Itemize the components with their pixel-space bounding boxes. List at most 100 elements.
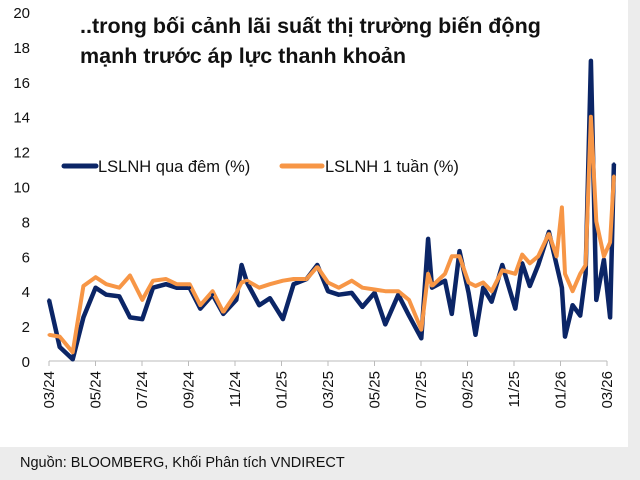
x-tick-label: 01/26 — [553, 371, 570, 409]
point-1week — [104, 282, 108, 286]
point-1week — [81, 284, 85, 288]
point-1week — [578, 272, 582, 276]
point-1week — [443, 272, 447, 276]
point-overnight — [474, 333, 478, 337]
point-1week — [513, 272, 517, 276]
y-tick-label: 4 — [22, 284, 30, 301]
right-margin-band — [628, 0, 640, 480]
point-overnight — [281, 317, 285, 321]
point-overnight — [571, 303, 575, 307]
point-overnight — [360, 305, 364, 309]
point-overnight — [407, 314, 411, 318]
point-overnight — [536, 263, 540, 267]
point-overnight — [419, 336, 423, 340]
point-overnight — [117, 294, 121, 298]
point-1week — [528, 261, 532, 265]
point-overnight — [594, 298, 598, 302]
point-1week — [407, 298, 411, 302]
point-1week — [450, 254, 454, 258]
point-overnight — [602, 258, 606, 262]
legend-label-1week: LSLNH 1 tuần (%) — [325, 158, 459, 176]
point-overnight — [396, 293, 400, 297]
point-1week — [563, 272, 567, 276]
point-1week — [426, 272, 430, 276]
point-overnight — [47, 298, 51, 302]
point-1week — [612, 174, 616, 178]
point-1week — [71, 350, 75, 354]
point-1week — [474, 284, 478, 288]
point-overnight — [450, 312, 454, 316]
x-tick-label: 03/24 — [41, 371, 58, 409]
x-tick-label: 07/24 — [134, 371, 151, 409]
point-1week — [350, 279, 354, 283]
point-1week — [292, 277, 296, 281]
point-1week — [536, 254, 540, 258]
y-tick-label: 8 — [22, 214, 30, 231]
point-overnight — [58, 345, 62, 349]
legend-label-overnight: LSLNH qua đêm (%) — [98, 158, 250, 176]
point-1week — [151, 279, 155, 283]
y-tick-label: 10 — [13, 180, 30, 197]
point-1week — [140, 298, 144, 302]
point-1week — [315, 265, 319, 269]
y-tick-label: 20 — [13, 5, 30, 22]
y-tick-label: 12 — [13, 145, 30, 162]
point-1week — [234, 291, 238, 295]
point-overnight — [257, 303, 261, 307]
point-overnight — [337, 293, 341, 297]
point-1week — [555, 254, 559, 258]
point-overnight — [500, 263, 504, 267]
point-1week — [117, 286, 121, 290]
point-1week — [467, 280, 471, 284]
point-overnight — [560, 286, 564, 290]
point-1week — [175, 282, 179, 286]
point-1week — [221, 310, 225, 314]
x-tick-label: 09/24 — [181, 371, 198, 409]
point-overnight — [81, 315, 85, 319]
y-tick-label: 14 — [13, 110, 30, 127]
point-1week — [589, 115, 593, 119]
point-overnight — [198, 307, 202, 311]
point-overnight — [350, 291, 354, 295]
point-1week — [594, 219, 598, 223]
point-overnight — [128, 315, 132, 319]
legend: LSLNH qua đêm (%) LSLNH 1 tuần (%) — [61, 158, 459, 176]
series-line-overnight — [46, 58, 617, 362]
point-1week — [211, 289, 215, 293]
point-overnight — [608, 315, 612, 319]
point-1week — [500, 268, 504, 272]
point-1week — [58, 335, 62, 339]
point-overnight — [443, 279, 447, 283]
point-overnight — [104, 293, 108, 297]
y-tick-label: 0 — [22, 354, 30, 371]
point-overnight — [71, 357, 75, 361]
point-overnight — [490, 300, 494, 304]
point-overnight — [513, 307, 517, 311]
point-overnight — [457, 249, 461, 253]
point-overnight — [188, 286, 192, 290]
chart-title: ..trong bối cảnh lãi suất thị trường biế… — [80, 14, 541, 68]
point-1week — [602, 254, 606, 258]
point-1week — [373, 287, 377, 291]
point-1week — [198, 303, 202, 307]
point-overnight — [175, 286, 179, 290]
x-tick-label: 11/24 — [227, 371, 244, 407]
point-1week — [430, 284, 434, 288]
point-1week — [520, 253, 524, 257]
point-1week — [360, 286, 364, 290]
source-band — [0, 447, 640, 480]
point-overnight — [383, 322, 387, 326]
point-overnight — [240, 263, 244, 267]
x-tick-label: 03/26 — [599, 371, 616, 409]
point-overnight — [211, 293, 215, 297]
point-1week — [305, 277, 309, 281]
point-1week — [268, 282, 272, 286]
point-overnight — [164, 282, 168, 286]
point-overnight — [528, 284, 532, 288]
point-overnight — [426, 237, 430, 241]
point-overnight — [140, 317, 144, 321]
point-1week — [457, 254, 461, 258]
point-overnight — [584, 272, 588, 276]
point-overnight — [94, 286, 98, 290]
